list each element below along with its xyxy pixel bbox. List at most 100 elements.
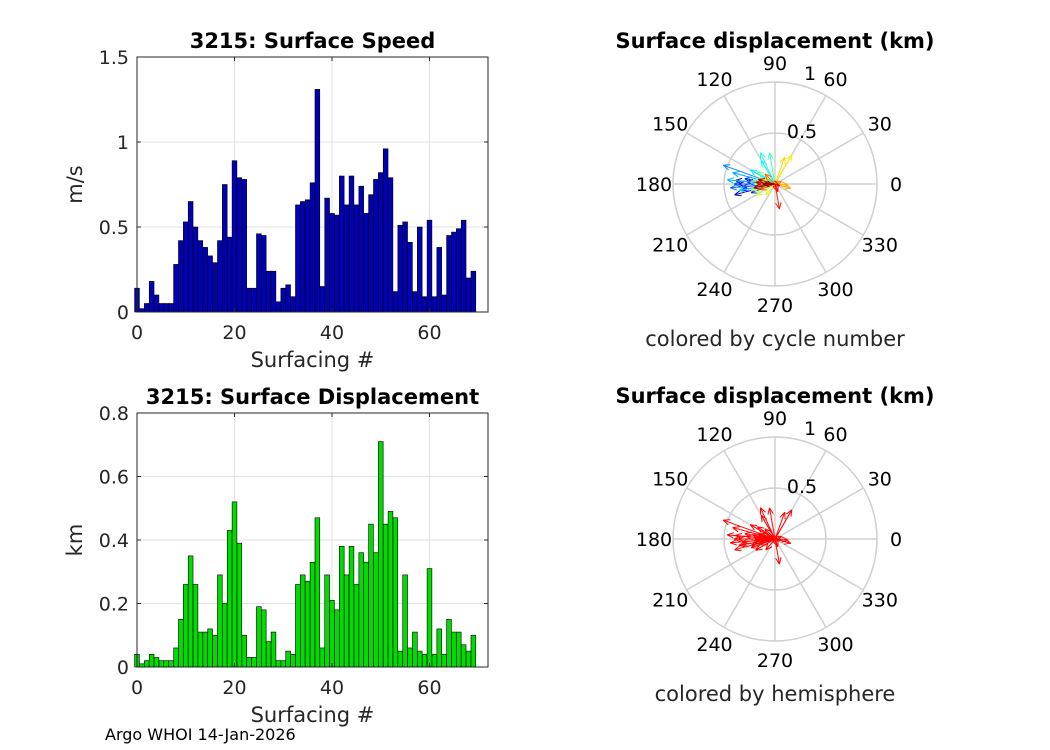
bar (373, 552, 379, 668)
arrow-head (758, 533, 766, 536)
arrow-shaft (774, 538, 779, 547)
arrow-head (764, 173, 768, 181)
bar (460, 644, 467, 668)
bar (382, 148, 389, 313)
bar (285, 650, 291, 668)
arrow-head (732, 527, 739, 533)
displacement-bar-chart: 0 20 40 60 0 0.2 0.4 0.6 0.8 3215: Surface Displa… (63, 385, 489, 727)
angle-label: 180 (636, 529, 672, 551)
arrow-head (755, 544, 761, 551)
arrow-shaft (753, 538, 776, 544)
bar (407, 647, 413, 668)
angle-label: 300 (817, 279, 853, 301)
bar (290, 296, 296, 313)
angle-label: 270 (757, 650, 793, 672)
arrow-head (774, 535, 781, 542)
bar (348, 546, 355, 668)
bar (168, 303, 174, 313)
bar (436, 628, 442, 668)
bar (387, 511, 394, 668)
angle-label: 330 (862, 235, 898, 257)
arrow-head (760, 507, 766, 513)
y-tick-label: 1 (117, 132, 129, 154)
bar (261, 609, 267, 668)
arrow-head (775, 557, 780, 565)
bar (251, 287, 257, 313)
arrow-head (755, 181, 763, 187)
arrow-head (784, 538, 792, 544)
arrow-head (727, 532, 735, 536)
arrow-shaft (758, 534, 776, 540)
bar (163, 303, 169, 313)
arrow-head (765, 191, 773, 196)
chart-title: 3215: Surface Displacement (146, 385, 479, 409)
angle-label: 0 (890, 174, 902, 196)
arrow-head (734, 194, 742, 197)
arrow-head (727, 179, 734, 184)
compass-plot-cycle: 0 30 60 90 120 150 180 210 240 270 300 330 0.5 1 Surfa… (615, 29, 934, 351)
bar (241, 179, 247, 313)
bar (417, 650, 423, 668)
arrow-head (764, 528, 772, 532)
displacement-arrow (767, 152, 776, 185)
arrow-head (730, 542, 738, 546)
bar (295, 584, 301, 668)
angle-label: 150 (652, 469, 688, 491)
arrow-head (757, 171, 765, 174)
bar (192, 226, 199, 313)
y-axis-label: m/s (63, 165, 87, 203)
arrow-head (790, 154, 793, 162)
bar (153, 294, 160, 313)
bar (426, 219, 433, 313)
arrow-head (755, 548, 763, 551)
angle-label: 60 (823, 69, 847, 91)
arrow-shaft (764, 173, 776, 185)
bar (275, 301, 282, 313)
bar (173, 647, 179, 668)
arrow-shaft (769, 507, 776, 540)
bar (421, 653, 428, 668)
bar (456, 228, 462, 313)
bar (343, 574, 350, 668)
arrow-head (738, 186, 745, 191)
arrow-head (755, 536, 763, 542)
bar (407, 242, 413, 313)
displacement-arrow (757, 178, 776, 185)
arrow-head (757, 534, 765, 540)
bar (158, 660, 165, 668)
arrow-head (722, 164, 729, 171)
arrow-head (757, 171, 762, 178)
angle-label: 150 (652, 114, 688, 136)
arrow-shaft (774, 156, 786, 185)
bar (207, 255, 213, 313)
bar (465, 650, 472, 668)
bar (212, 634, 218, 668)
arrow-shaft (774, 511, 786, 540)
displacement-arrow (774, 511, 786, 540)
bar (329, 213, 335, 313)
arrow-head (757, 526, 765, 529)
bar (197, 631, 204, 668)
bar (304, 199, 311, 313)
bar (236, 542, 243, 668)
y-tick-label: 0.6 (99, 467, 129, 489)
displacement-arrow (772, 535, 781, 542)
arrow-head (738, 541, 745, 546)
displacement-arrow (774, 154, 793, 185)
arrow-head (774, 180, 781, 187)
arrow-head (772, 541, 779, 548)
footer-credit: Argo WHOI 14-Jan-2026 (105, 725, 296, 744)
arrow-head (751, 544, 759, 547)
arrow-head (762, 535, 770, 540)
bar (402, 574, 408, 668)
arrow-head (750, 169, 758, 172)
bar (139, 308, 145, 313)
bar (397, 225, 403, 313)
arrow-head (730, 539, 737, 544)
x-tick-label: 40 (320, 322, 344, 344)
bar (431, 296, 438, 313)
arrow-head (738, 544, 746, 548)
bar (231, 501, 238, 668)
y-tick-label: 0.5 (99, 217, 129, 239)
arrow-shaft (769, 152, 776, 185)
